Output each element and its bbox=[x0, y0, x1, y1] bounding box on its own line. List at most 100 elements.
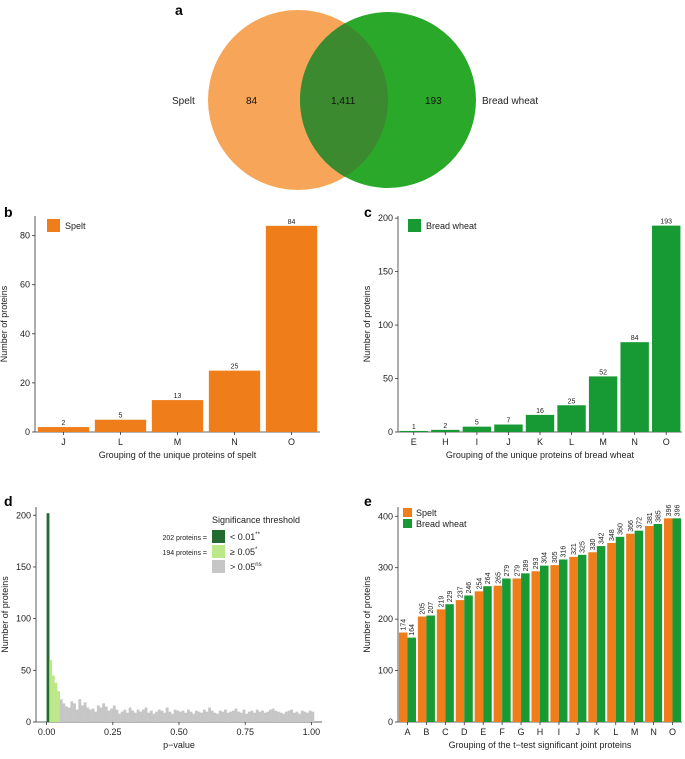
d-hist-bin bbox=[181, 710, 185, 722]
d-hist-bin bbox=[78, 699, 82, 722]
e-y-title: Number of proteins bbox=[362, 576, 372, 653]
c-y-title: Number of proteins bbox=[362, 285, 372, 362]
e-xtick-label: E bbox=[480, 727, 486, 737]
d-hist-bin bbox=[54, 682, 58, 722]
c-bar-K bbox=[525, 414, 555, 432]
venn-panel: a Spelt 84 1,411 193 Bread wheat bbox=[172, 2, 538, 190]
c-bar-I bbox=[462, 426, 492, 432]
d-x-title: p−value bbox=[163, 740, 195, 750]
e-bar-value: 265 bbox=[495, 572, 502, 584]
d-hist-bin bbox=[83, 702, 87, 722]
e-bar-value: 396 bbox=[666, 505, 673, 517]
e-bar-C-1 bbox=[445, 604, 454, 722]
panel-label-d: d bbox=[4, 493, 13, 509]
e-bar-value: 219 bbox=[439, 596, 446, 608]
d-legend-swatch bbox=[212, 545, 225, 558]
b-bar-value: 2 bbox=[62, 420, 66, 427]
d-hist-bin bbox=[229, 711, 233, 722]
d-hist-bin bbox=[245, 713, 249, 722]
d-hist-bin bbox=[94, 711, 98, 722]
b-ytick-label: 0 bbox=[25, 427, 30, 437]
e-xtick-label: A bbox=[404, 727, 410, 737]
e-bar-value: 279 bbox=[504, 565, 511, 577]
d-hist-bin bbox=[123, 709, 127, 722]
c-ytick-label: 150 bbox=[378, 267, 393, 277]
e-bar-value: 289 bbox=[523, 560, 530, 572]
d-ytick-label: 50 bbox=[21, 665, 31, 675]
d-hist-bin bbox=[88, 709, 92, 722]
d-hist-bin bbox=[59, 699, 63, 722]
b-xtick-label: J bbox=[61, 437, 66, 447]
e-bar-F-0 bbox=[493, 585, 503, 722]
e-bar-H-0 bbox=[531, 571, 540, 722]
e-ytick-label: 200 bbox=[378, 614, 393, 624]
d-hist-bin bbox=[250, 710, 254, 722]
d-legend-sup: * bbox=[255, 547, 258, 553]
d-hist-bin bbox=[247, 711, 251, 722]
e-bar-value: 360 bbox=[617, 523, 624, 535]
e-bar-D-1 bbox=[464, 595, 473, 722]
d-hist-bin bbox=[171, 713, 174, 722]
d-hist-bin bbox=[276, 711, 280, 722]
d-hist-bin bbox=[112, 705, 116, 722]
e-xtick-label: H bbox=[537, 727, 544, 737]
c-bar-H bbox=[431, 429, 460, 432]
b-ytick-label: 20 bbox=[20, 378, 30, 388]
d-ytick-label: 0 bbox=[26, 717, 31, 727]
e-x-title: Grouping of the t−test significant joint… bbox=[449, 740, 632, 750]
d-hist-bin bbox=[224, 709, 227, 722]
e-ytick-label: 400 bbox=[378, 511, 393, 521]
d-legend-note: 202 proteins = bbox=[162, 535, 207, 542]
b-ytick-label: 40 bbox=[20, 329, 30, 339]
e-bar-H-1 bbox=[540, 565, 549, 722]
d-hist-bin bbox=[136, 709, 140, 722]
c-xtick-label: O bbox=[663, 437, 670, 447]
c-xtick-label: J bbox=[506, 437, 511, 447]
c-ytick-label: 100 bbox=[378, 320, 393, 330]
d-hist-bin bbox=[231, 710, 235, 722]
c-bar-value: 52 bbox=[599, 369, 607, 376]
d-hist-bin bbox=[160, 710, 164, 722]
chart-d: d 0 50 100 150 200 p−value Number of proteins 0… bbox=[0, 493, 322, 750]
d-hist-bin bbox=[99, 707, 103, 722]
c-bar-E bbox=[399, 430, 428, 432]
d-hist-bin bbox=[226, 712, 230, 722]
d-hist-bin bbox=[118, 713, 121, 722]
d-xtick-label: 0.00 bbox=[38, 727, 56, 737]
d-legend-sup: ** bbox=[255, 532, 260, 538]
d-hist-bin bbox=[271, 708, 275, 722]
c-legend-swatch bbox=[408, 219, 421, 232]
c-bar-O bbox=[652, 225, 681, 432]
d-hist-bin bbox=[311, 711, 315, 722]
d-hist-bin bbox=[46, 513, 50, 722]
e-bar-B-0 bbox=[417, 616, 427, 722]
b-bar-value: 5 bbox=[119, 413, 123, 420]
d-hist-bin bbox=[194, 710, 198, 722]
b-legend-swatch bbox=[47, 219, 60, 232]
d-hist-bin bbox=[131, 710, 135, 722]
e-bar-I-0 bbox=[550, 565, 559, 722]
d-hist-bin bbox=[163, 712, 166, 722]
c-ytick-label: 50 bbox=[383, 374, 393, 384]
d-hist-bin bbox=[147, 712, 151, 722]
e-bar-N-1 bbox=[653, 523, 663, 722]
e-bar-O-1 bbox=[672, 518, 682, 722]
d-hist-bin bbox=[295, 711, 299, 722]
venn-overlap-region bbox=[300, 23, 388, 177]
e-bar-value: 316 bbox=[561, 546, 568, 558]
d-ytick-label: 150 bbox=[16, 562, 31, 572]
b-bar-value: 84 bbox=[288, 219, 296, 226]
d-hist-bin bbox=[152, 713, 156, 722]
d-hist-bin bbox=[208, 707, 211, 722]
d-legend-label: ≥ 0.05* bbox=[230, 547, 258, 557]
d-hist-bin bbox=[274, 710, 278, 722]
b-xtick-label: N bbox=[231, 437, 238, 447]
e-bar-E-1 bbox=[483, 586, 492, 722]
e-xtick-label: N bbox=[650, 727, 657, 737]
e-bar-J-0 bbox=[569, 556, 578, 722]
d-hist-bin bbox=[141, 709, 145, 722]
e-xtick-label: O bbox=[669, 727, 676, 737]
d-hist-bin bbox=[258, 711, 262, 722]
d-hist-bin bbox=[189, 711, 193, 722]
d-xtick-label: 1.00 bbox=[303, 727, 321, 737]
